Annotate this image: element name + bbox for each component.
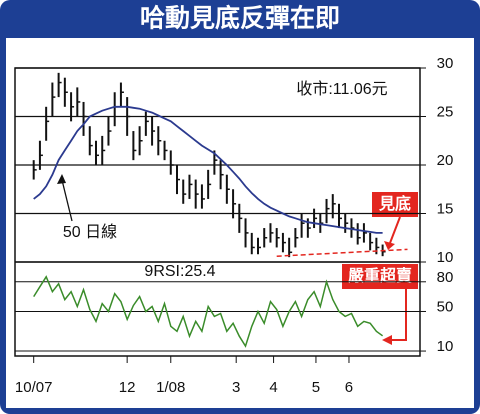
x-tick-label: 6 (345, 379, 353, 396)
y-tick-label: 20 (437, 152, 454, 169)
rsi-y-tick-label: 10 (437, 338, 454, 355)
rsi-callout-arrow-head (382, 335, 392, 345)
rsi-label: 9RSI:25.4 (144, 263, 215, 280)
x-tick-label: 5 (312, 379, 320, 396)
callout-arrow-head (384, 241, 395, 250)
y-tick-label: 15 (437, 200, 454, 217)
ma-pointer (61, 179, 73, 222)
x-tick-label: 3 (232, 379, 240, 396)
y-tick-label: 25 (437, 103, 454, 120)
rsi-callout: 嚴重超賣 (348, 266, 413, 285)
rsi-y-tick-label: 80 (437, 269, 454, 286)
rsi-callout-pointer (390, 289, 407, 341)
moving-average-line (33, 105, 383, 234)
rsi-line (33, 275, 384, 348)
ma-pointer-head (57, 174, 66, 184)
x-tick-label: 4 (269, 379, 277, 396)
callout-box (342, 264, 418, 289)
chart-title: 哈動見底反彈在即 (140, 4, 340, 33)
y-tick-label: 30 (437, 55, 454, 72)
callout-pointer (389, 216, 401, 244)
x-tick-label: 12 (119, 379, 136, 396)
rsi-y-tick-label: 50 (437, 298, 454, 315)
y-tick-label: 10 (437, 249, 454, 266)
support-line (276, 248, 408, 257)
ma-label: 50 日線 (63, 223, 117, 241)
callout-box (372, 192, 418, 217)
callout: 見底 (378, 194, 411, 213)
x-tick-label: 10/07 (15, 379, 53, 396)
close-annotation: 收市:11.06元 (296, 80, 387, 98)
x-tick-label: 1/08 (156, 379, 185, 396)
